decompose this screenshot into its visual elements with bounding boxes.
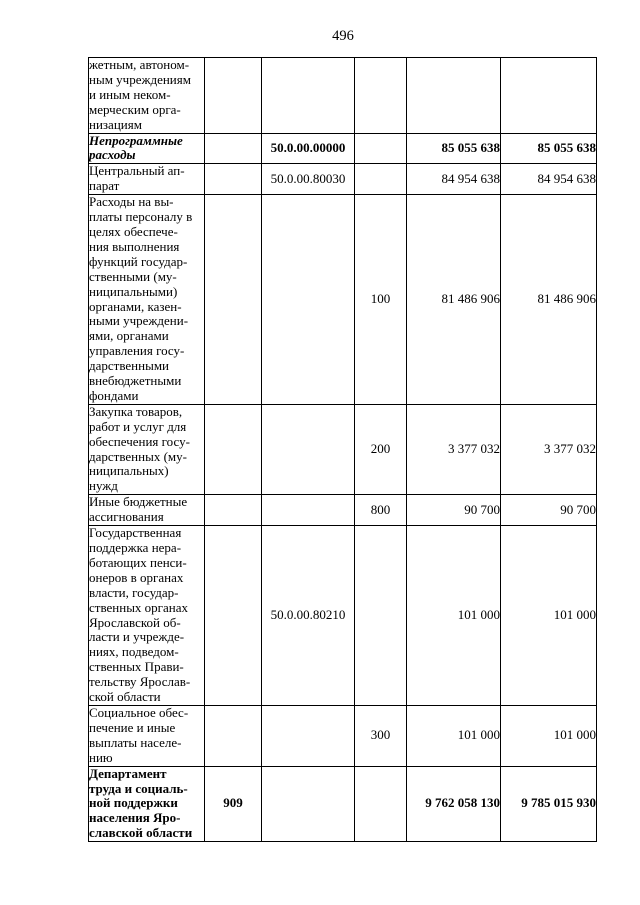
cell-amount-year2: 81 486 906 — [500, 194, 597, 405]
cell-expense-type-code — [354, 765, 407, 843]
cell-amount-year1: 101 000 — [406, 525, 501, 706]
cell-target-code — [261, 704, 355, 767]
cell-expense-type-code — [354, 163, 407, 196]
cell-target-code — [261, 57, 355, 134]
cell-gvr-code — [204, 403, 262, 496]
cell-name: Непрограммные расходы — [88, 132, 205, 165]
table-row: Центральный ап- парат 50.0.00.80030 84 9… — [88, 163, 597, 196]
cell-amount-year1 — [406, 57, 501, 134]
table-row: Департамент труда и социаль- ной поддерж… — [88, 765, 597, 843]
cell-target-code — [261, 403, 355, 496]
table-row: Государственная поддержка нера- ботающих… — [88, 525, 597, 706]
cell-target-code — [261, 494, 355, 527]
table-row: Социальное обес- печение и иные выплаты … — [88, 704, 597, 767]
cell-gvr-code: 909 — [204, 765, 262, 843]
cell-expense-type-code — [354, 57, 407, 134]
cell-amount-year2: 90 700 — [500, 494, 597, 527]
cell-gvr-code — [204, 132, 262, 165]
cell-amount-year1: 9 762 058 130 — [406, 765, 501, 843]
cell-name: Иные бюджетные ассигнования — [88, 494, 205, 527]
cell-target-code — [261, 194, 355, 405]
cell-amount-year1: 81 486 906 — [406, 194, 501, 405]
cell-gvr-code — [204, 57, 262, 134]
cell-name: Государственная поддержка нера- ботающих… — [88, 525, 205, 706]
cell-gvr-code — [204, 704, 262, 767]
cell-amount-year2: 3 377 032 — [500, 403, 597, 496]
cell-expense-type-code — [354, 132, 407, 165]
budget-table: жетным, автоном- ным учреждениям и иным … — [88, 57, 597, 843]
cell-amount-year1: 3 377 032 — [406, 403, 501, 496]
cell-target-code: 50.0.00.80210 — [261, 525, 355, 706]
cell-amount-year1: 90 700 — [406, 494, 501, 527]
cell-amount-year2: 85 055 638 — [500, 132, 597, 165]
cell-gvr-code — [204, 163, 262, 196]
cell-gvr-code — [204, 494, 262, 527]
cell-name: Социальное обес- печение и иные выплаты … — [88, 704, 205, 767]
table-row: жетным, автоном- ным учреждениям и иным … — [88, 57, 597, 134]
cell-expense-type-code: 800 — [354, 494, 407, 527]
cell-amount-year1: 85 055 638 — [406, 132, 501, 165]
cell-name: Департамент труда и социаль- ной поддерж… — [88, 765, 205, 843]
table-row: Закупка товаров, работ и услуг для обесп… — [88, 403, 597, 496]
cell-expense-type-code: 100 — [354, 194, 407, 405]
table-row: Иные бюджетные ассигнования 800 90 700 9… — [88, 494, 597, 527]
cell-name: Закупка товаров, работ и услуг для обесп… — [88, 403, 205, 496]
cell-target-code — [261, 765, 355, 843]
table-row: Непрограммные расходы 50.0.00.00000 85 0… — [88, 132, 597, 165]
cell-amount-year2: 84 954 638 — [500, 163, 597, 196]
table-row: Расходы на вы- платы персоналу в целях о… — [88, 194, 597, 405]
cell-amount-year1: 101 000 — [406, 704, 501, 767]
cell-amount-year2 — [500, 57, 597, 134]
cell-amount-year2: 9 785 015 930 — [500, 765, 597, 843]
cell-gvr-code — [204, 194, 262, 405]
cell-target-code: 50.0.00.80030 — [261, 163, 355, 196]
cell-gvr-code — [204, 525, 262, 706]
cell-name: жетным, автоном- ным учреждениям и иным … — [88, 57, 205, 134]
cell-amount-year2: 101 000 — [500, 704, 597, 767]
cell-expense-type-code: 200 — [354, 403, 407, 496]
cell-expense-type-code: 300 — [354, 704, 407, 767]
cell-expense-type-code — [354, 525, 407, 706]
page-number: 496 — [332, 28, 354, 44]
cell-amount-year1: 84 954 638 — [406, 163, 501, 196]
cell-target-code: 50.0.00.00000 — [261, 132, 355, 165]
cell-name: Центральный ап- парат — [88, 163, 205, 196]
cell-amount-year2: 101 000 — [500, 525, 597, 706]
cell-name: Расходы на вы- платы персоналу в целях о… — [88, 194, 205, 405]
